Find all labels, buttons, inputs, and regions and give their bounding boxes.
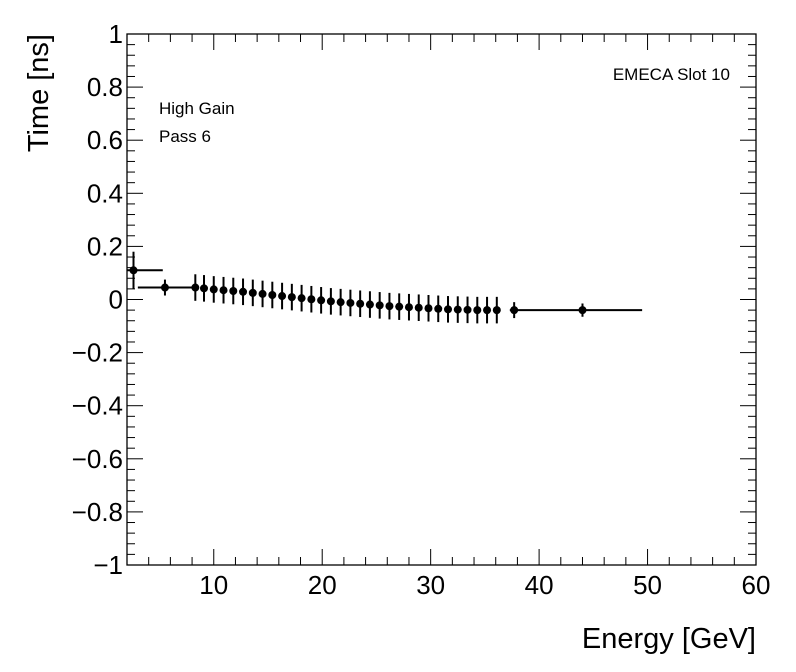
data-points <box>127 251 643 324</box>
data-point <box>191 274 200 301</box>
marker <box>385 302 394 311</box>
marker <box>395 302 404 311</box>
marker <box>307 295 316 304</box>
y-tick-label: 0.8 <box>87 72 123 102</box>
marker <box>326 297 335 306</box>
marker <box>287 293 296 302</box>
data-point <box>385 292 394 320</box>
marker <box>258 289 267 298</box>
marker <box>346 298 355 307</box>
marker <box>160 283 169 292</box>
data-point <box>297 284 306 312</box>
marker <box>219 286 228 295</box>
data-point <box>473 296 482 324</box>
marker <box>356 299 365 308</box>
y-axis-title: Time [ns] <box>23 34 55 152</box>
data-point <box>395 293 404 320</box>
y-tick-label: 0.6 <box>87 125 123 155</box>
marker <box>510 306 519 315</box>
marker <box>375 301 384 310</box>
data-point <box>434 295 443 323</box>
pass-annotation: Pass 6 <box>159 127 211 146</box>
marker <box>248 288 257 297</box>
data-point <box>239 278 248 306</box>
marker <box>434 304 443 313</box>
data-point <box>326 288 335 315</box>
x-tick-label: 50 <box>633 570 662 600</box>
data-point <box>287 283 296 311</box>
data-point <box>463 296 472 324</box>
marker <box>483 306 492 315</box>
data-point <box>365 291 374 318</box>
x-tick-label: 40 <box>525 570 554 600</box>
y-tick-label: 0.4 <box>87 178 123 208</box>
data-point <box>248 279 257 307</box>
y-tick-label: −1 <box>93 550 123 580</box>
data-point <box>492 296 501 324</box>
data-point <box>356 290 365 318</box>
marker <box>444 305 453 314</box>
y-tick-label: −0.4 <box>72 391 123 421</box>
y-tick-label: −0.6 <box>72 444 123 474</box>
data-point <box>346 289 355 317</box>
marker <box>424 304 433 313</box>
marker <box>297 294 306 303</box>
marker <box>414 303 423 312</box>
y-tick-label: 0 <box>109 285 123 315</box>
data-point <box>278 282 287 310</box>
data-point <box>258 280 267 308</box>
y-tick-label: −0.8 <box>72 497 123 527</box>
x-tick-label: 30 <box>416 570 445 600</box>
data-point <box>127 251 163 289</box>
marker <box>209 285 218 294</box>
marker <box>199 284 208 293</box>
marker <box>404 303 413 312</box>
data-point <box>336 288 345 316</box>
x-tick-labels: 10 20 30 40 50 60 <box>199 570 770 600</box>
data-point <box>209 276 218 303</box>
marker <box>191 283 200 292</box>
x-tick-label: 20 <box>308 570 337 600</box>
marker <box>317 296 326 305</box>
data-point <box>268 281 277 309</box>
data-point <box>229 277 238 305</box>
marker <box>453 305 462 314</box>
marker <box>473 306 482 315</box>
x-axis-title: Energy [GeV] <box>582 623 756 655</box>
data-point <box>317 287 326 314</box>
y-tick-label: 1 <box>109 19 123 49</box>
marker <box>578 306 587 315</box>
data-point <box>137 279 193 296</box>
data-point <box>414 294 423 322</box>
data-point <box>509 302 583 319</box>
slot-annotation: EMECA Slot 10 <box>613 65 730 84</box>
data-point <box>424 294 433 322</box>
y-tick-labels: −1 −0.8 −0.6 −0.4 −0.2 0 0.2 0.4 0.6 0.8 1 <box>72 19 123 580</box>
marker <box>492 306 501 315</box>
data-point <box>375 292 384 319</box>
marker <box>268 290 277 299</box>
axis-ticks <box>126 33 757 566</box>
marker <box>278 292 287 301</box>
data-point <box>219 276 228 304</box>
marker <box>365 300 374 309</box>
data-point <box>453 296 462 323</box>
gain-annotation: High Gain <box>159 99 235 118</box>
y-tick-label: 0.2 <box>87 231 123 261</box>
marker <box>229 287 238 296</box>
marker <box>336 298 345 307</box>
data-point <box>444 296 453 323</box>
marker <box>239 287 248 296</box>
data-point <box>483 296 492 324</box>
marker <box>129 266 138 275</box>
data-point <box>307 285 316 313</box>
data-point <box>404 293 413 321</box>
x-tick-label: 10 <box>199 570 228 600</box>
marker <box>463 305 472 314</box>
data-point <box>199 275 208 302</box>
y-tick-label: −0.2 <box>72 338 123 368</box>
data-point <box>578 303 643 317</box>
x-tick-label: 60 <box>742 570 771 600</box>
